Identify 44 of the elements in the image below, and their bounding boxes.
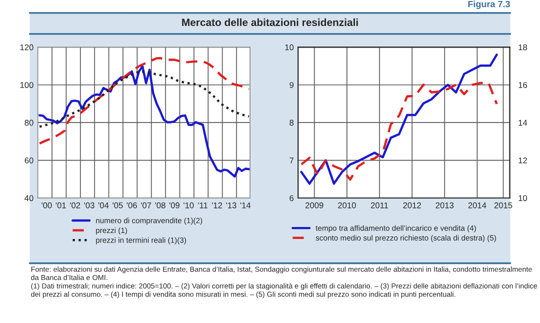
x-tick-label: 2009 — [306, 202, 324, 208]
x-tick-label: '02 — [70, 202, 80, 208]
line-series — [38, 65, 250, 178]
y-tick-label: 100 — [20, 82, 34, 88]
x-tick-label: 2015 — [494, 202, 512, 208]
x-tick-label: 2010 — [338, 202, 356, 208]
y2-tick-label: 16 — [518, 82, 527, 88]
x-tick-label: '01 — [56, 202, 66, 208]
line-series — [300, 54, 498, 185]
x-tick-label: '09 — [169, 202, 180, 208]
x-tick-label: 2012 — [403, 202, 421, 208]
x-tick-label: '06 — [126, 202, 137, 208]
y2-tick-label: 10 — [518, 195, 528, 202]
y2-tick-label: 12 — [518, 157, 527, 164]
x-tick-label: '03 — [84, 202, 94, 208]
x-tick-label: '10 — [184, 202, 194, 208]
x-tick-label: '08 — [155, 202, 166, 208]
x-tick-label: '05 — [112, 202, 123, 208]
y-tick-label: 8 — [290, 120, 294, 126]
line-series — [38, 70, 250, 128]
y2-tick-label: 18 — [518, 44, 527, 50]
x-tick-label: '04 — [98, 202, 109, 208]
x-tick-label: '13 — [226, 202, 236, 208]
y-tick-label: 40 — [24, 195, 34, 202]
text: Figura 7.3 — [468, 0, 510, 10]
y-tick-label: 60 — [24, 157, 34, 164]
y-tick-label: 10 — [285, 44, 294, 50]
x-tick-label: 2011 — [370, 202, 388, 208]
line-series — [300, 82, 498, 181]
y-tick-label: 120 — [20, 44, 34, 50]
y-tick-label: 7 — [290, 158, 294, 164]
y-tick-label: 80 — [24, 120, 34, 126]
x-tick-label: 2014 — [468, 202, 486, 208]
y2-tick-label: 14 — [518, 120, 528, 126]
chart-title: Mercato delle abitazioni residenziali — [182, 18, 358, 26]
x-tick-label: '11 — [198, 202, 208, 208]
x-tick-label: '00 — [42, 202, 52, 208]
line-series — [38, 56, 250, 145]
y-tick-label: 9 — [290, 82, 294, 88]
x-tick-label: '12 — [212, 202, 222, 208]
x-tick-label: 2013 — [436, 202, 454, 208]
x-tick-label: '14 — [240, 202, 251, 208]
x-tick-label: '07 — [141, 202, 152, 208]
y-tick-label: 6 — [290, 195, 294, 202]
